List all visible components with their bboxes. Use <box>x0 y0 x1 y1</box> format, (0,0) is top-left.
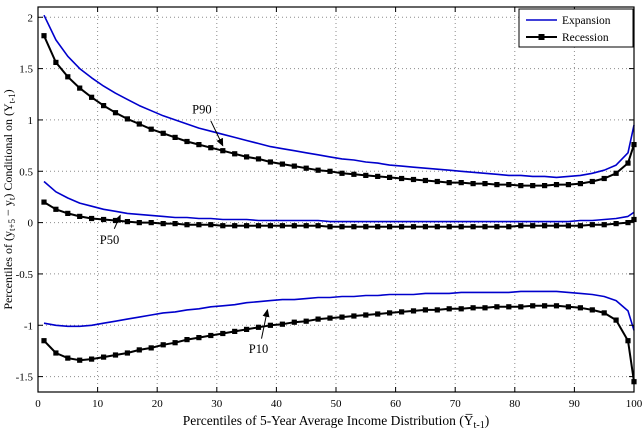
y-tick-labels: -1.5 -1 -0.5 0 0.5 1 1.5 2 <box>16 12 34 383</box>
x-tick-label: 50 <box>331 398 343 410</box>
x-tick-label: 100 <box>626 398 642 410</box>
y-axis-label: Percentiles of (yt+5 − yt) Conditional o… <box>1 89 17 309</box>
annotation-arrow <box>261 308 270 339</box>
axes-box <box>37 6 635 393</box>
annotation-arrow <box>113 214 121 229</box>
legend-marker-sample <box>538 34 545 40</box>
annotation-p90: P90 <box>192 103 224 147</box>
legend-label: Expansion <box>562 15 611 27</box>
legend-entry-expansion: Expansion <box>526 15 611 27</box>
x-tick-label: 40 <box>271 398 283 410</box>
y-tick-label: 0.5 <box>19 166 33 178</box>
legend: Expansion Recession <box>518 8 634 48</box>
x-tick-label: 70 <box>450 398 462 410</box>
annotation-label: P90 <box>192 103 211 117</box>
series-p50-recession <box>41 199 637 230</box>
y-tick-label: -1 <box>24 320 33 332</box>
y-tick-label: 2 <box>28 12 34 24</box>
annotation-label: P50 <box>100 233 119 247</box>
x-tick-label: 90 <box>569 398 581 410</box>
y-tick-label: -1.5 <box>16 372 34 384</box>
series-p50-expansion <box>43 180 635 223</box>
x-tick-labels: 0 10 20 30 40 50 60 70 80 90 100 <box>35 398 642 410</box>
y-tick-label: 1 <box>28 115 34 127</box>
x-tick-label: 20 <box>152 398 164 410</box>
x-tick-label: 10 <box>92 398 104 410</box>
x-axis-label: Percentiles of 5-Year Average Income Dis… <box>183 413 490 431</box>
annotation-p10: P10 <box>249 308 270 356</box>
series-p10-recession <box>41 303 637 385</box>
y-tick-label: 0 <box>28 218 34 230</box>
series-p90-expansion <box>43 14 635 179</box>
legend-entry-recession: Recession <box>526 32 609 44</box>
annotation-label: P10 <box>249 342 268 356</box>
series-p10-expansion <box>43 290 635 331</box>
x-tick-label: 30 <box>211 398 223 410</box>
y-tick-label: 1.5 <box>19 64 33 76</box>
series-p90-recession <box>41 33 637 189</box>
annotation-p50: P50 <box>100 214 121 247</box>
y-tick-label: -0.5 <box>16 269 34 281</box>
x-tick-label: 60 <box>390 398 402 410</box>
legend-label: Recession <box>562 32 609 44</box>
annotation-arrow <box>210 120 224 147</box>
legend-box <box>518 8 634 48</box>
x-tick-label: 80 <box>509 398 521 410</box>
x-tick-label: 0 <box>35 398 41 410</box>
